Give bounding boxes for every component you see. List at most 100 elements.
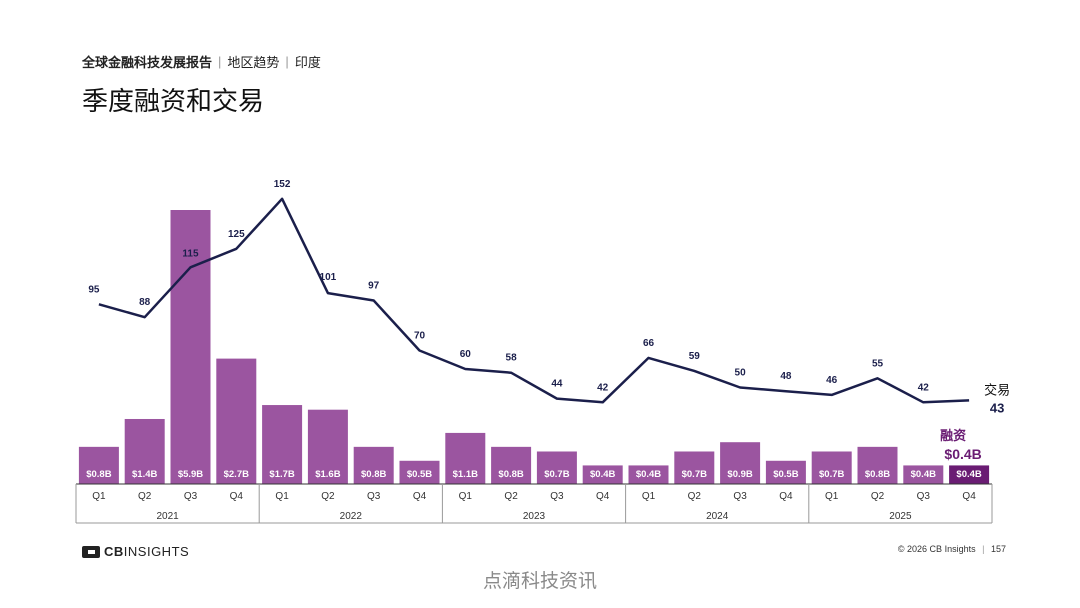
deals-point-label: 95 (88, 284, 100, 295)
year-tick-label: 2021 (156, 511, 179, 522)
quarter-tick-label: Q1 (825, 491, 839, 502)
funding-bar (78, 446, 119, 484)
quarter-tick-label: Q3 (733, 491, 747, 502)
quarter-tick-label: Q2 (871, 491, 885, 502)
footer-separator: | (982, 544, 985, 554)
deals-series-name: 交易 (984, 382, 1010, 397)
funding-bar-label: $0.5B (407, 469, 432, 480)
deals-point-label: 50 (735, 368, 747, 379)
deals-point-label: 55 (872, 358, 884, 369)
deals-point-label: 88 (139, 297, 151, 308)
funding-bar-label: $0.8B (865, 469, 890, 480)
copyright-text: © 2026 CB Insights (897, 544, 976, 554)
quarter-tick-label: Q3 (550, 491, 564, 502)
quarter-tick-label: Q3 (917, 491, 931, 502)
quarter-tick-label: Q4 (962, 491, 976, 502)
year-tick-label: 2025 (889, 511, 912, 522)
funding-bar (491, 446, 532, 484)
year-tick-label: 2022 (340, 511, 363, 522)
deals-point-label: 59 (689, 351, 701, 362)
funding-bar-label: $0.7B (544, 469, 569, 480)
deals-point-label: 70 (414, 331, 426, 342)
funding-bar-label: $0.9B (727, 469, 752, 480)
page-number: 157 (990, 544, 1006, 554)
funding-bar (720, 442, 761, 484)
footer-copyright: © 2026 CB Insights | 157 (898, 544, 1006, 554)
quarter-tick-label: Q2 (321, 491, 335, 502)
deals-point-label: 60 (460, 349, 472, 360)
funding-bar-label: $1.7B (269, 469, 294, 480)
deals-point-label: 42 (918, 382, 930, 393)
deals-point-label: 58 (506, 353, 518, 364)
funding-bar (353, 446, 394, 484)
funding-bar-label: $1.4B (132, 469, 157, 480)
quarter-tick-label: Q2 (138, 491, 152, 502)
deals-point-label: 44 (551, 379, 563, 390)
funding-bar-label: $5.9B (178, 469, 203, 480)
funding-bar (628, 465, 669, 484)
quarter-tick-label: Q3 (367, 491, 381, 502)
quarter-tick-label: Q3 (184, 491, 198, 502)
funding-bar (307, 409, 348, 484)
breadcrumb-separator: | (285, 54, 289, 69)
funding-bar (582, 465, 623, 484)
deals-point-label: 125 (228, 229, 245, 240)
funding-bar-label: $0.4B (636, 469, 661, 480)
year-tick-label: 2024 (706, 511, 729, 522)
funding-bar (949, 465, 990, 484)
breadcrumb: 全球金融科技发展报告 | 地区趋势 | 印度 (82, 52, 321, 71)
quarter-tick-label: Q4 (779, 491, 793, 502)
quarter-tick-label: Q4 (413, 491, 427, 502)
region-name: 印度 (294, 55, 321, 70)
quarter-tick-label: Q1 (459, 491, 473, 502)
funding-bar-label: $0.4B (956, 469, 981, 480)
funding-bar-label: $0.5B (773, 469, 798, 480)
deals-point-label: 48 (780, 371, 792, 382)
deals-line (98, 197, 970, 404)
funding-bar (811, 451, 852, 484)
brand-prefix: CB (104, 544, 124, 559)
funding-bar-label: $0.8B (86, 469, 111, 480)
deals-point-label: 101 (320, 272, 337, 283)
funding-bar (445, 432, 486, 484)
funding-bar (536, 451, 577, 484)
breadcrumb-separator: | (218, 54, 222, 69)
funding-bar-label: $0.4B (911, 469, 936, 480)
year-tick-label: 2023 (523, 511, 546, 522)
funding-bar (399, 460, 440, 484)
funding-bar (124, 418, 165, 484)
quarter-tick-label: Q4 (230, 491, 244, 502)
cb-logo-icon (82, 545, 100, 558)
funding-bar-label: $0.7B (682, 469, 707, 480)
deals-point-label: 115 (182, 248, 199, 259)
deals-point-label: 152 (274, 179, 291, 190)
funding-bar-label: $2.7B (224, 469, 249, 480)
header: 全球金融科技发展报告 | 地区趋势 | 印度 季度融资和交易 (82, 52, 321, 118)
quarter-tick-label: Q2 (504, 491, 518, 502)
deals-point-label: 97 (368, 281, 380, 292)
quarter-tick-label: Q1 (642, 491, 656, 502)
funding-bar-label: $0.8B (361, 469, 386, 480)
funding-bar-label: $0.4B (590, 469, 615, 480)
funding-bar (262, 405, 303, 484)
quarter-tick-label: Q4 (596, 491, 610, 502)
funding-bar (674, 451, 715, 484)
quarter-tick-label: Q1 (275, 491, 289, 502)
page-title: 季度融资和交易 (82, 87, 265, 117)
funding-bar-label: $0.8B (498, 469, 523, 480)
section-name: 地区趋势 (227, 55, 280, 70)
funding-bar (765, 460, 806, 484)
watermark: 点滴科技资讯 (482, 571, 597, 592)
quarter-tick-label: Q1 (92, 491, 106, 502)
funding-bar (857, 446, 898, 484)
report-name: 全球金融科技发展报告 (82, 55, 213, 70)
cb-insights-logo: CB INSIGHTS (82, 544, 189, 559)
deals-last-value: 43 (990, 400, 1004, 415)
quarter-tick-label: Q2 (688, 491, 702, 502)
funding-bar (216, 358, 257, 484)
brand-suffix: INSIGHTS (123, 544, 190, 559)
funding-bar (903, 465, 944, 484)
deals-point-label: 42 (597, 382, 609, 393)
funding-bar-label: $1.1B (453, 469, 478, 480)
